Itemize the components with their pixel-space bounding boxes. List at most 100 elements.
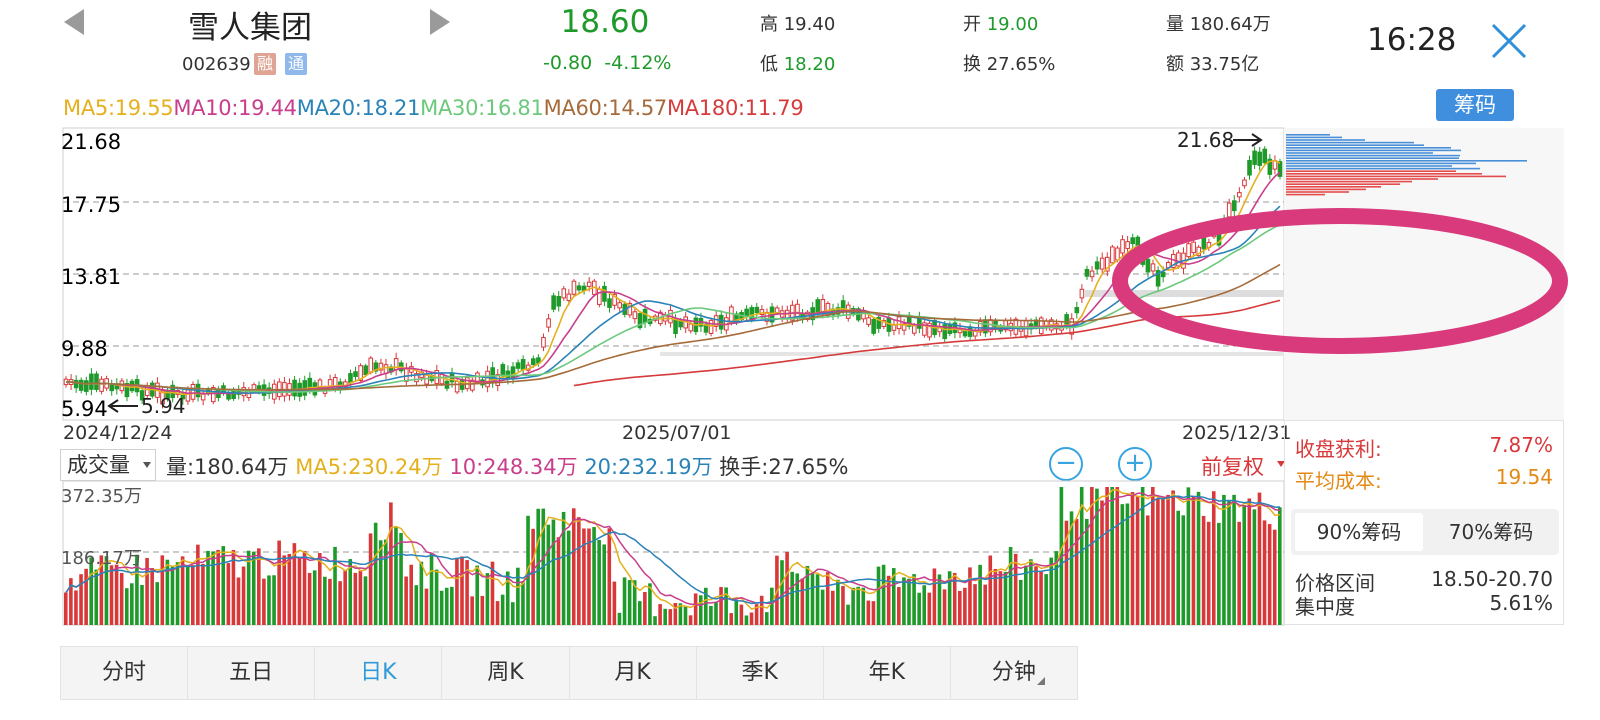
candle-body bbox=[185, 389, 191, 402]
chip-distribution-button[interactable]: 筹码 bbox=[1436, 89, 1514, 121]
volume-bar bbox=[952, 572, 957, 625]
candle-body bbox=[358, 365, 363, 381]
tab-yearly-k[interactable]: 年K bbox=[824, 647, 951, 699]
kline-chart[interactable]: 21.68 17.75 13.81 9.88 5.94 21.68 5.94 bbox=[0, 124, 1600, 424]
volume-bar bbox=[1252, 509, 1257, 625]
adjustment-caret-icon[interactable] bbox=[1277, 461, 1285, 467]
volume-bar bbox=[79, 574, 83, 625]
volume-bar bbox=[150, 568, 154, 625]
volume-bar bbox=[145, 557, 149, 625]
volume-bar bbox=[1171, 490, 1175, 625]
volume-bar bbox=[739, 604, 744, 625]
volume-bar bbox=[1039, 571, 1043, 625]
volume-bar bbox=[937, 574, 942, 625]
volume-bar bbox=[704, 587, 708, 625]
candle-body bbox=[515, 362, 521, 369]
volume-bar bbox=[856, 586, 861, 625]
volume-bar bbox=[714, 601, 718, 625]
stat-volume: 量 180.64万 bbox=[1166, 10, 1271, 36]
tab-monthly-k[interactable]: 月K bbox=[570, 647, 697, 699]
tab-70-chips[interactable]: 70%筹码 bbox=[1448, 520, 1534, 544]
candle-body bbox=[967, 326, 973, 337]
chip-bar bbox=[1286, 193, 1325, 196]
volume-bar bbox=[1166, 494, 1170, 625]
volume-bar bbox=[749, 612, 754, 625]
volume-bar bbox=[658, 604, 662, 625]
candle-body bbox=[942, 324, 948, 340]
ma30-value: MA30:16.81 bbox=[420, 96, 544, 120]
volume-bar bbox=[922, 585, 927, 625]
volume-bar bbox=[587, 528, 591, 625]
volume-bar bbox=[165, 559, 170, 625]
volume-bar bbox=[719, 587, 723, 625]
candle-body bbox=[556, 295, 562, 307]
volume-bar bbox=[968, 567, 972, 625]
volume-y-label-max: 372.35万 bbox=[61, 486, 142, 507]
close-icon[interactable] bbox=[1490, 22, 1528, 60]
candle-body bbox=[749, 307, 755, 321]
volume-bar bbox=[957, 590, 962, 625]
tab-quarterly-k[interactable]: 季K bbox=[697, 647, 824, 699]
volume-bar bbox=[866, 600, 871, 625]
candle-body bbox=[815, 299, 821, 314]
candle-body bbox=[84, 380, 89, 392]
volume-bar bbox=[790, 571, 794, 625]
volume-chart[interactable]: 372.35万 186.17万 bbox=[0, 480, 1290, 630]
volume-bar bbox=[973, 584, 977, 625]
candle-body bbox=[637, 313, 643, 329]
stat-open-value: 19.00 bbox=[986, 14, 1039, 35]
tab-90-chips[interactable]: 90%筹码 bbox=[1295, 513, 1423, 551]
tab-weekly-k[interactable]: 周K bbox=[442, 647, 570, 699]
zoom-in-icon[interactable]: + bbox=[1118, 447, 1152, 481]
volume-bar bbox=[1074, 518, 1079, 625]
volume-bar bbox=[267, 575, 271, 625]
volume-bar bbox=[516, 567, 520, 625]
next-stock-arrow-icon[interactable] bbox=[430, 9, 450, 35]
volume-bar bbox=[394, 527, 398, 625]
candle-body bbox=[363, 365, 368, 376]
tab-five-day[interactable]: 五日 bbox=[188, 647, 316, 699]
candle-body bbox=[1196, 246, 1202, 257]
change-percent: -4.12% bbox=[604, 52, 672, 74]
zoom-out-icon[interactable]: − bbox=[1049, 447, 1083, 481]
tab-minute[interactable]: 分钟 bbox=[951, 647, 1077, 699]
candle-body bbox=[78, 379, 84, 391]
volume-bar bbox=[1044, 574, 1048, 625]
volume-bar bbox=[886, 575, 891, 625]
volume-bar bbox=[236, 577, 241, 625]
volume-bar bbox=[582, 528, 586, 625]
candle-body bbox=[927, 322, 932, 338]
concentration-label: 集中度 bbox=[1295, 595, 1355, 619]
candle-body bbox=[1252, 150, 1257, 165]
tab-intraday[interactable]: 分时 bbox=[61, 647, 189, 699]
volume-legend: 量:180.64万 MA5:230.24万 10:248.34万 20:232.… bbox=[166, 451, 848, 481]
volume-bar bbox=[577, 517, 581, 625]
volume-bar bbox=[74, 590, 78, 625]
candle-body bbox=[612, 293, 617, 306]
volume-bar bbox=[871, 601, 876, 625]
high-marker-label: 21.68 bbox=[1177, 128, 1234, 152]
stat-open-label: 开 bbox=[963, 14, 981, 35]
volume-bar bbox=[698, 595, 703, 625]
previous-stock-arrow-icon[interactable] bbox=[64, 9, 84, 35]
volume-bar bbox=[912, 574, 916, 625]
candle-body bbox=[1226, 202, 1232, 218]
volume-bar bbox=[226, 563, 231, 625]
tab-daily-k[interactable]: 日K bbox=[315, 647, 443, 699]
volume-bar bbox=[190, 565, 195, 625]
volume-bar bbox=[800, 578, 805, 625]
ma-line-5 bbox=[65, 159, 1281, 396]
volume-bar bbox=[1272, 529, 1277, 625]
volume-bar bbox=[907, 578, 911, 625]
volume-bar bbox=[1237, 521, 1241, 625]
volume-bar bbox=[942, 589, 947, 625]
volume-bar bbox=[536, 508, 540, 625]
stat-amount: 额 33.75亿 bbox=[1166, 50, 1259, 76]
chip-bar bbox=[1286, 144, 1424, 146]
adjustment-select[interactable]: 前复权 bbox=[1201, 455, 1264, 479]
volume-bar bbox=[637, 601, 642, 625]
volume-bar bbox=[348, 559, 353, 625]
volume-bar bbox=[277, 540, 281, 625]
x-label-mid-date: 2025/07/01 bbox=[622, 422, 732, 444]
indicator-select[interactable]: 成交量 bbox=[60, 449, 156, 481]
